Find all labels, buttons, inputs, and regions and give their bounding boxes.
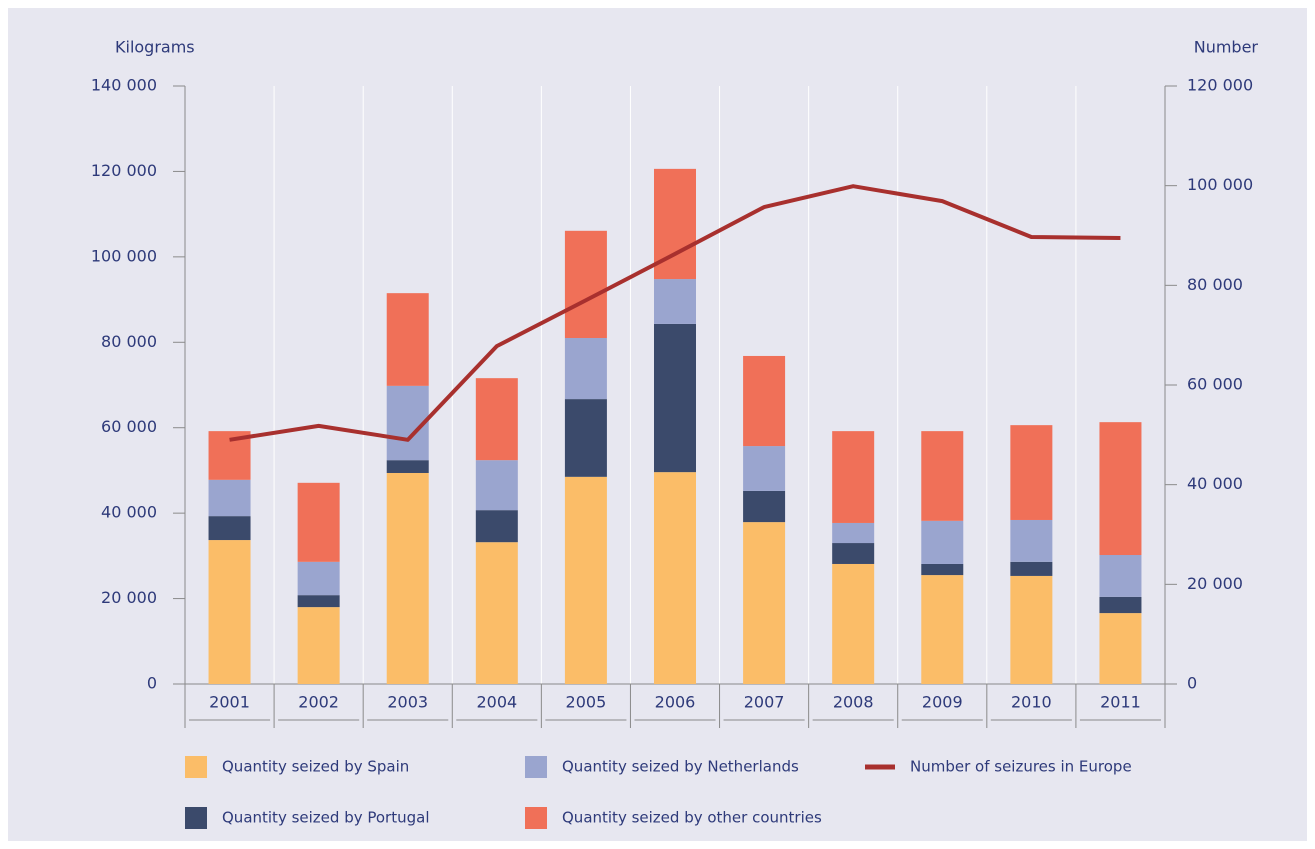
bar-segment: [743, 355, 786, 447]
y2-tick-label: 20 000: [1187, 574, 1243, 593]
bar-segment: [1099, 422, 1142, 556]
y-tick-label: 140 000: [91, 76, 157, 95]
x-tick-label: 2009: [922, 693, 963, 712]
legend-swatch: [525, 756, 547, 778]
x-tick-label: 2002: [298, 693, 339, 712]
bar-segment: [297, 482, 340, 562]
legend-swatch: [525, 807, 547, 829]
x-tick-label: 2006: [655, 693, 696, 712]
y-axis-label: Kilograms: [115, 38, 195, 57]
y2-tick-label: 120 000: [1187, 76, 1253, 95]
legend-swatch: [185, 756, 207, 778]
bar-segment: [654, 472, 696, 684]
bar-segment: [564, 338, 607, 400]
y-tick-label: 80 000: [101, 332, 157, 351]
bar-segment: [1010, 561, 1053, 576]
x-tick-label: 2004: [476, 693, 517, 712]
bar-segment: [743, 522, 786, 684]
bar-segment: [386, 293, 429, 386]
x-tick-label: 2011: [1100, 693, 1141, 712]
bar-segment: [297, 595, 340, 608]
bar-segment: [921, 520, 964, 564]
legend-label: Quantity seized by Netherlands: [562, 758, 799, 776]
bar-segment: [921, 431, 964, 521]
legend-swatch: [185, 807, 207, 829]
y2-tick-label: 0: [1187, 674, 1197, 693]
y-tick-label: 20 000: [101, 588, 157, 607]
bar-segment: [475, 460, 518, 511]
x-tick-label: 2005: [566, 693, 607, 712]
bar-segment: [832, 563, 875, 684]
bar-segment: [475, 542, 518, 684]
line: [229, 184, 1121, 442]
y2-tick-label: 100 000: [1187, 175, 1253, 194]
y2-tick-label: 60 000: [1187, 375, 1243, 394]
bar-segment: [1010, 575, 1053, 684]
legend-label: Quantity seized by Portugal: [222, 809, 429, 827]
bar-segment: [475, 510, 518, 543]
y2-tick-label: 80 000: [1187, 275, 1243, 294]
bar-segment: [921, 563, 964, 576]
x-tick-label: 2001: [209, 693, 250, 712]
bar-segment: [921, 575, 964, 684]
y2-axis-label: Number: [1194, 38, 1259, 57]
bar-segment: [743, 446, 786, 491]
x-tick-label: 2007: [744, 693, 785, 712]
x-tick-label: 2008: [833, 693, 874, 712]
y-tick-label: 60 000: [101, 417, 157, 436]
bar-segment: [297, 607, 340, 684]
bar-segment: [1010, 519, 1053, 562]
legend-label: Number of seizures in Europe: [910, 758, 1132, 776]
bar-segment: [832, 522, 875, 544]
bar-segment: [832, 543, 875, 564]
x-tick-label: 2010: [1011, 693, 1052, 712]
bar-segment: [832, 431, 875, 523]
bar-segment: [743, 490, 786, 523]
bar-segment: [654, 323, 696, 473]
bar-segment: [564, 399, 607, 477]
y-tick-label: 120 000: [91, 161, 157, 180]
bar-segment: [1099, 613, 1142, 684]
y-tick-label: 100 000: [91, 246, 157, 265]
bar-segment: [654, 279, 696, 324]
bar-segment: [564, 230, 607, 339]
bar-segment: [564, 476, 607, 684]
y-tick-label: 40 000: [101, 503, 157, 522]
bar-segment: [1010, 425, 1053, 520]
bar-segment: [208, 479, 251, 517]
bar-segment: [386, 460, 429, 473]
bar-segment: [1099, 555, 1142, 597]
bar-segment: [1099, 596, 1142, 614]
bar-segment: [208, 516, 251, 541]
legend-label: Quantity seized by other countries: [562, 809, 822, 827]
bar-segment: [297, 561, 340, 596]
legend-label: Quantity seized by Spain: [222, 758, 409, 776]
bar-segment: [208, 540, 251, 684]
y2-tick-label: 40 000: [1187, 474, 1243, 493]
bar-segment: [475, 378, 518, 461]
y-tick-label: 0: [147, 674, 157, 693]
x-tick-label: 2003: [387, 693, 428, 712]
bar-segment: [386, 472, 429, 684]
